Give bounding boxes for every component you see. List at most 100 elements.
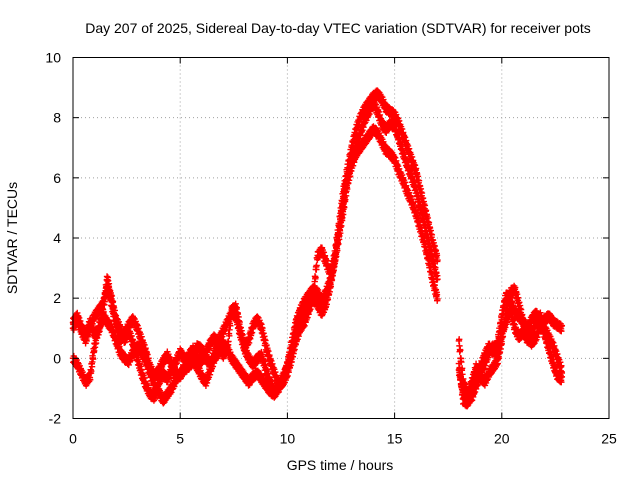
data-point (236, 318, 243, 326)
data-point (89, 356, 97, 363)
data-point (402, 182, 410, 189)
data-point (418, 189, 426, 197)
data-point (83, 332, 90, 339)
data-point (116, 343, 123, 350)
data-point (328, 269, 335, 277)
data-point (336, 220, 343, 227)
data-point (324, 296, 332, 303)
data-point (106, 287, 114, 295)
data-point (92, 339, 100, 347)
data-point (327, 283, 335, 290)
data-point (259, 351, 266, 358)
data-point (234, 310, 242, 318)
data-point (343, 170, 351, 178)
data-point (226, 332, 233, 339)
data-point (350, 137, 358, 145)
data-point (456, 364, 463, 371)
data-point (432, 264, 439, 271)
data-point (338, 207, 345, 214)
data-point (342, 180, 349, 187)
data-point (220, 331, 227, 338)
data-point (100, 308, 107, 316)
data-point (425, 255, 433, 262)
data-point (266, 351, 273, 359)
data-point (335, 229, 342, 236)
data-point (309, 299, 316, 306)
data-point (83, 337, 90, 345)
data-point (334, 237, 341, 245)
data-point (412, 165, 420, 172)
data-point (419, 210, 426, 217)
data-point (332, 249, 339, 257)
data-point (457, 347, 464, 354)
data-point (174, 357, 181, 365)
data-point (88, 319, 95, 327)
data-point (405, 189, 413, 196)
data-point (415, 177, 423, 184)
data-point (285, 368, 292, 376)
data-point (227, 322, 234, 329)
data-point (288, 358, 295, 366)
data-point (336, 216, 344, 223)
data-point (472, 379, 480, 387)
data-point (314, 286, 322, 294)
data-point (224, 349, 231, 356)
data-point (376, 111, 384, 119)
data-point (101, 298, 108, 305)
data-point (77, 317, 84, 325)
data-point (269, 360, 276, 368)
data-point (142, 345, 149, 352)
data-point (129, 336, 136, 343)
data-point (558, 362, 565, 369)
data-point (184, 357, 191, 365)
data-point (295, 332, 302, 340)
data-point (310, 290, 317, 298)
data-point (516, 299, 523, 306)
data-point (479, 359, 487, 367)
data-point (321, 252, 329, 259)
data-point (346, 156, 354, 163)
data-point (512, 284, 519, 291)
data-point (203, 379, 211, 387)
data-point (331, 257, 338, 264)
data-point (233, 304, 240, 311)
data-point (469, 387, 477, 395)
data-point (434, 295, 441, 303)
data-point (312, 274, 319, 281)
data-point (402, 137, 410, 144)
data-point (308, 302, 315, 310)
data-point (341, 187, 348, 194)
data-point (353, 127, 361, 134)
data-point (105, 280, 113, 287)
data-point (419, 194, 427, 202)
data-point (394, 161, 401, 169)
series-trace-6 (455, 289, 566, 410)
data-point (345, 164, 352, 171)
data-point (259, 324, 266, 332)
data-point (399, 129, 407, 136)
data-point (88, 367, 95, 375)
data-point (428, 231, 436, 238)
data-point (459, 389, 466, 396)
data-point (74, 309, 81, 317)
data-point (145, 354, 152, 362)
data-point (237, 324, 244, 331)
data-point (422, 207, 430, 214)
data-point (432, 286, 440, 293)
data-point (292, 341, 299, 348)
data-point (86, 376, 94, 383)
data-point (311, 285, 318, 292)
data-point (339, 197, 346, 205)
data-point (135, 325, 142, 332)
data-point (289, 353, 296, 360)
data-point (347, 150, 355, 157)
data-point (551, 342, 558, 350)
data-point (112, 318, 120, 325)
data-point (393, 111, 400, 118)
data-point (90, 347, 98, 355)
data-point (360, 124, 367, 131)
data-point (225, 338, 232, 345)
chart-title: Day 207 of 2025, Sidereal Day-to-day VTE… (85, 20, 591, 36)
data-point (357, 132, 364, 139)
